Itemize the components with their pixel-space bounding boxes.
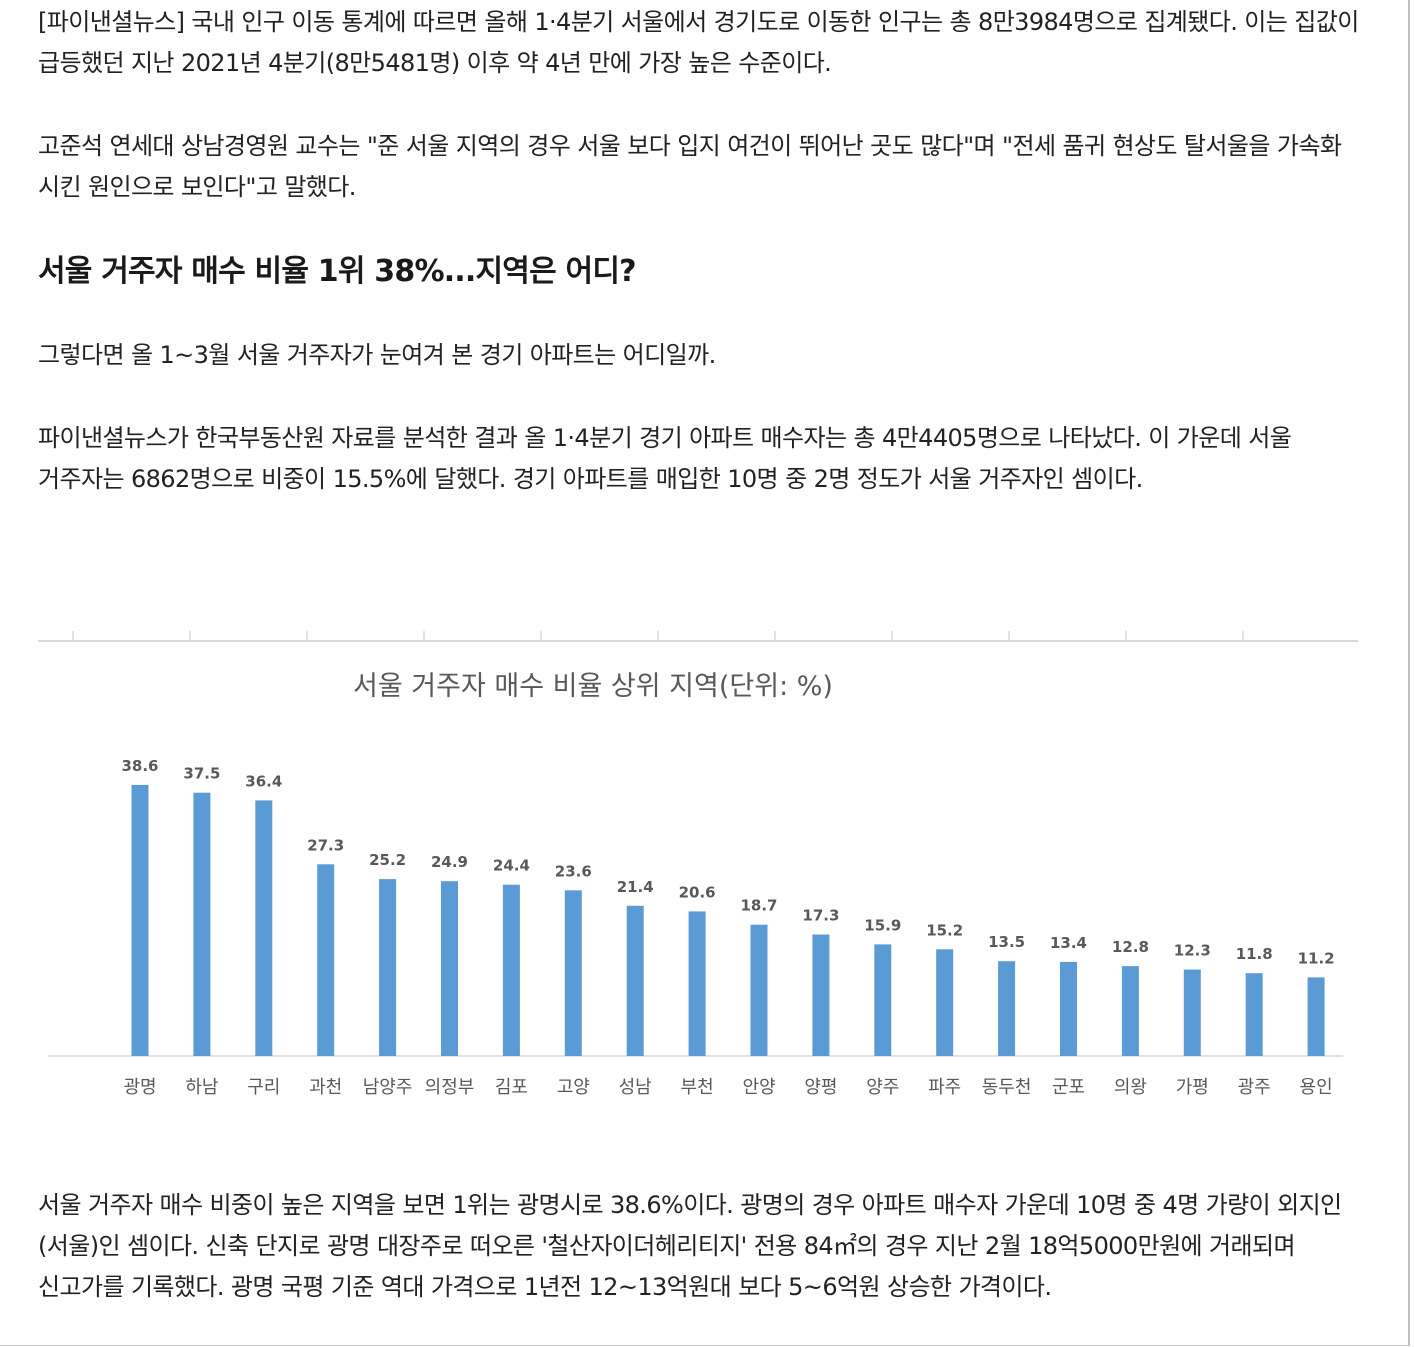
- bar-chart: 서울 거주자 매수 비율 상위 지역(단위: %) 38.6 37.5 36.4 27…: [38, 631, 1358, 1098]
- bar: [626, 905, 644, 1056]
- category-label: 광명: [123, 1077, 156, 1098]
- bar: [255, 800, 273, 1056]
- bar: [564, 890, 582, 1056]
- data-label: 11.8: [1236, 945, 1273, 963]
- data-label-group: 38.6 37.5 36.4 27.3 25.2 24.9 24.4 23.6 21.4 20.6…: [121, 757, 1334, 967]
- category-label: 동두천: [982, 1077, 1032, 1098]
- data-label: 15.9: [864, 916, 901, 934]
- category-label: 양평: [804, 1077, 837, 1098]
- top-tick-marks: [72, 631, 1244, 641]
- data-label: 13.4: [1050, 934, 1087, 952]
- category-label: 파주: [928, 1077, 961, 1098]
- data-label: 21.4: [617, 878, 654, 896]
- category-label: 부천: [681, 1077, 714, 1098]
- category-label: 하남: [185, 1077, 218, 1098]
- category-label: 고양: [557, 1077, 590, 1098]
- category-label-group: 광명 하남 구리 과천 남양주 의정부 김포 고양 성남 부천 안양 양평 양주 파주 동두천 군포 의왕 가평 광…: [123, 1077, 1332, 1098]
- bar: [379, 879, 397, 1056]
- bar: [1121, 966, 1139, 1056]
- data-label: 12.8: [1112, 938, 1149, 956]
- category-label: 의왕: [1114, 1077, 1147, 1098]
- data-label: 17.3: [802, 907, 839, 925]
- category-label: 남양주: [363, 1077, 413, 1098]
- data-label: 25.2: [369, 851, 406, 869]
- category-label: 안양: [742, 1077, 775, 1098]
- category-label: 용인: [1300, 1077, 1333, 1098]
- data-label: 24.4: [493, 857, 530, 875]
- section-heading: 서울 거주자 매수 비율 1위 38%...지역은 어디?: [38, 254, 637, 289]
- data-label: 27.3: [307, 836, 344, 854]
- bar: [874, 944, 892, 1056]
- category-label: 가평: [1176, 1077, 1209, 1098]
- data-label: 24.9: [431, 853, 468, 871]
- bar: [1060, 961, 1077, 1056]
- data-label: 20.6: [679, 883, 716, 901]
- data-label: 18.7: [740, 897, 777, 915]
- bar: [936, 949, 954, 1056]
- category-label: 성남: [619, 1077, 652, 1098]
- bar: [1307, 977, 1325, 1056]
- category-label: 김포: [495, 1077, 528, 1098]
- data-label: 11.2: [1298, 949, 1335, 967]
- data-label: 37.5: [183, 765, 220, 783]
- article-paragraph-2: 고준석 연세대 상남경영원 교수는 "준 서울 지역의 경우 서울 보다 입지 …: [38, 132, 1342, 201]
- data-label: 36.4: [245, 772, 282, 790]
- article-paragraph-5: 서울 거주자 매수 비중이 높은 지역을 보면 1위는 광명시로 38.6%이다…: [38, 1191, 1342, 1301]
- data-label: 12.3: [1174, 942, 1211, 960]
- bar: [193, 792, 211, 1056]
- data-label: 38.6: [121, 757, 158, 775]
- bar: [502, 884, 520, 1056]
- bar-chart-figure: 서울 거주자 매수 비율 상위 지역(단위: %) 38.6 37.5 36.4 27…: [38, 625, 1358, 1105]
- category-label: 과천: [309, 1077, 342, 1098]
- bar: [1245, 973, 1263, 1056]
- bar: [750, 924, 768, 1056]
- article-paragraph-4: 파이낸셜뉴스가 한국부동산원 자료를 분석한 결과 올 1·4분기 경기 아파트…: [38, 424, 1292, 493]
- category-label: 의정부: [425, 1077, 475, 1098]
- article-paragraph-1: [파이낸셜뉴스] 국내 인구 이동 통계에 따르면 올해 1·4분기 서울에서 …: [38, 8, 1359, 77]
- data-label: 23.6: [555, 862, 592, 880]
- bar: [131, 785, 149, 1056]
- category-label: 구리: [247, 1077, 280, 1098]
- bar-series: [131, 785, 1325, 1056]
- bar: [441, 881, 458, 1056]
- data-label: 13.5: [988, 933, 1025, 951]
- bar: [812, 934, 830, 1056]
- chart-title: 서울 거주자 매수 비율 상위 지역(단위: %): [353, 671, 833, 702]
- category-label: 양주: [866, 1077, 899, 1098]
- article-paragraph-3: 그렇다면 올 1~3월 서울 거주자가 눈여겨 본 경기 아파트는 어디일까.: [38, 341, 716, 369]
- data-label: 15.2: [926, 921, 963, 939]
- bar: [998, 961, 1016, 1056]
- bar: [317, 864, 335, 1056]
- bar: [688, 911, 706, 1056]
- category-label: 군포: [1052, 1077, 1085, 1098]
- category-label: 광주: [1238, 1077, 1271, 1098]
- bar: [1183, 969, 1201, 1056]
